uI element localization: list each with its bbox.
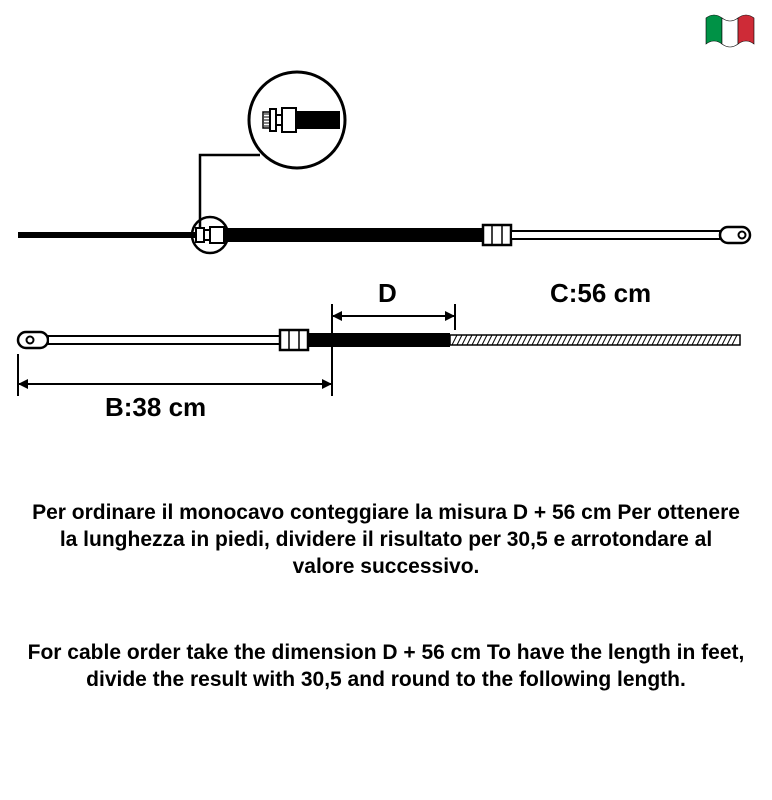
label-c: C:56 cm: [550, 278, 651, 308]
cable-lower: [18, 330, 740, 350]
label-b: B:38 cm: [105, 392, 206, 422]
page-root: D C:56 cm B:38 cm Per ordinare il monoca…: [0, 0, 772, 800]
dimension-d: D: [332, 278, 455, 360]
cable-upper: [18, 225, 750, 245]
magnifier-leader: [200, 155, 260, 235]
magnifier-detail: [263, 108, 340, 132]
cable-diagram: D C:56 cm B:38 cm: [0, 60, 772, 460]
italy-flag-icon: [704, 12, 760, 50]
label-d: D: [378, 278, 397, 308]
instructions-english: For cable order take the dimension D + 5…: [26, 640, 746, 694]
dimension-b: B:38 cm: [18, 354, 332, 422]
instructions-italian: Per ordinare il monocavo conteggiare la …: [26, 500, 746, 581]
